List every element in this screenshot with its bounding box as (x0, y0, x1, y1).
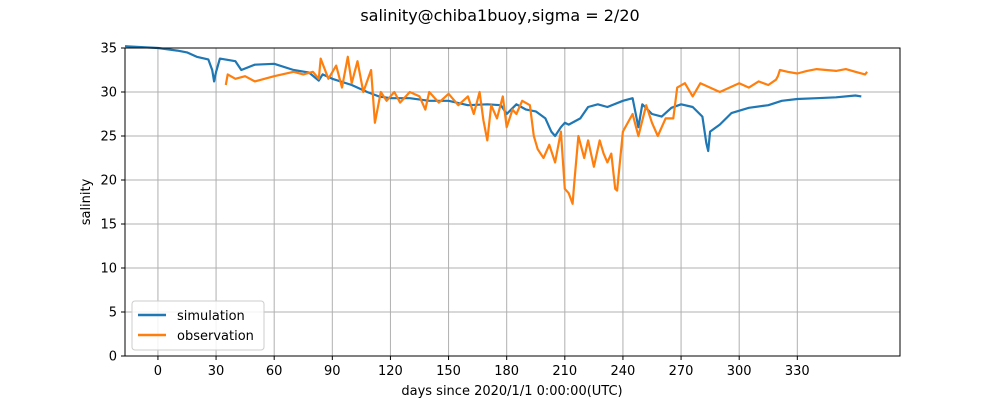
x-tick-label: 210 (552, 364, 577, 379)
legend-label-simulation: simulation (177, 309, 245, 324)
legend-box (131, 300, 265, 351)
x-tick-label: 30 (208, 364, 225, 379)
plot-frame (124, 47, 901, 357)
x-tick-label: 90 (324, 364, 341, 379)
y-tick-label: 0 (109, 350, 117, 365)
y-tick-label: 30 (100, 86, 117, 101)
legend-label-observation: observation (177, 329, 254, 344)
x-tick-label: 240 (611, 364, 636, 379)
axis-ticks: 0 30 60 90 120 150 180 210 240 270 300 330 0 5 10 15 20 2… (100, 42, 809, 380)
x-axis-label: days since 2020/1/1 0:00:00(UTC) (401, 384, 622, 399)
series-line-simulation (124, 45, 862, 153)
x-tick-label: 300 (727, 364, 752, 379)
chart-title: salinity@chiba1buoy,sigma = 2/20 (360, 6, 639, 25)
x-tick-label: 330 (785, 364, 810, 379)
y-axis-label: salinity (79, 178, 94, 225)
x-tick-label: 270 (669, 364, 694, 379)
x-tick-label: 180 (494, 364, 519, 379)
series-lines (124, 45, 868, 205)
x-tick-label: 120 (378, 364, 403, 379)
y-tick-label: 15 (100, 218, 117, 233)
legend: simulation observation (131, 300, 265, 351)
y-tick-label: 25 (100, 130, 117, 145)
y-tick-label: 10 (100, 262, 117, 277)
y-tick-label: 5 (109, 306, 117, 321)
x-tick-label: 150 (436, 364, 461, 379)
y-tick-label: 20 (100, 174, 117, 189)
series-line-observation (224, 55, 868, 205)
x-tick-label: 60 (266, 364, 283, 379)
x-tick-label: 0 (154, 364, 162, 379)
y-tick-label: 35 (100, 42, 117, 57)
